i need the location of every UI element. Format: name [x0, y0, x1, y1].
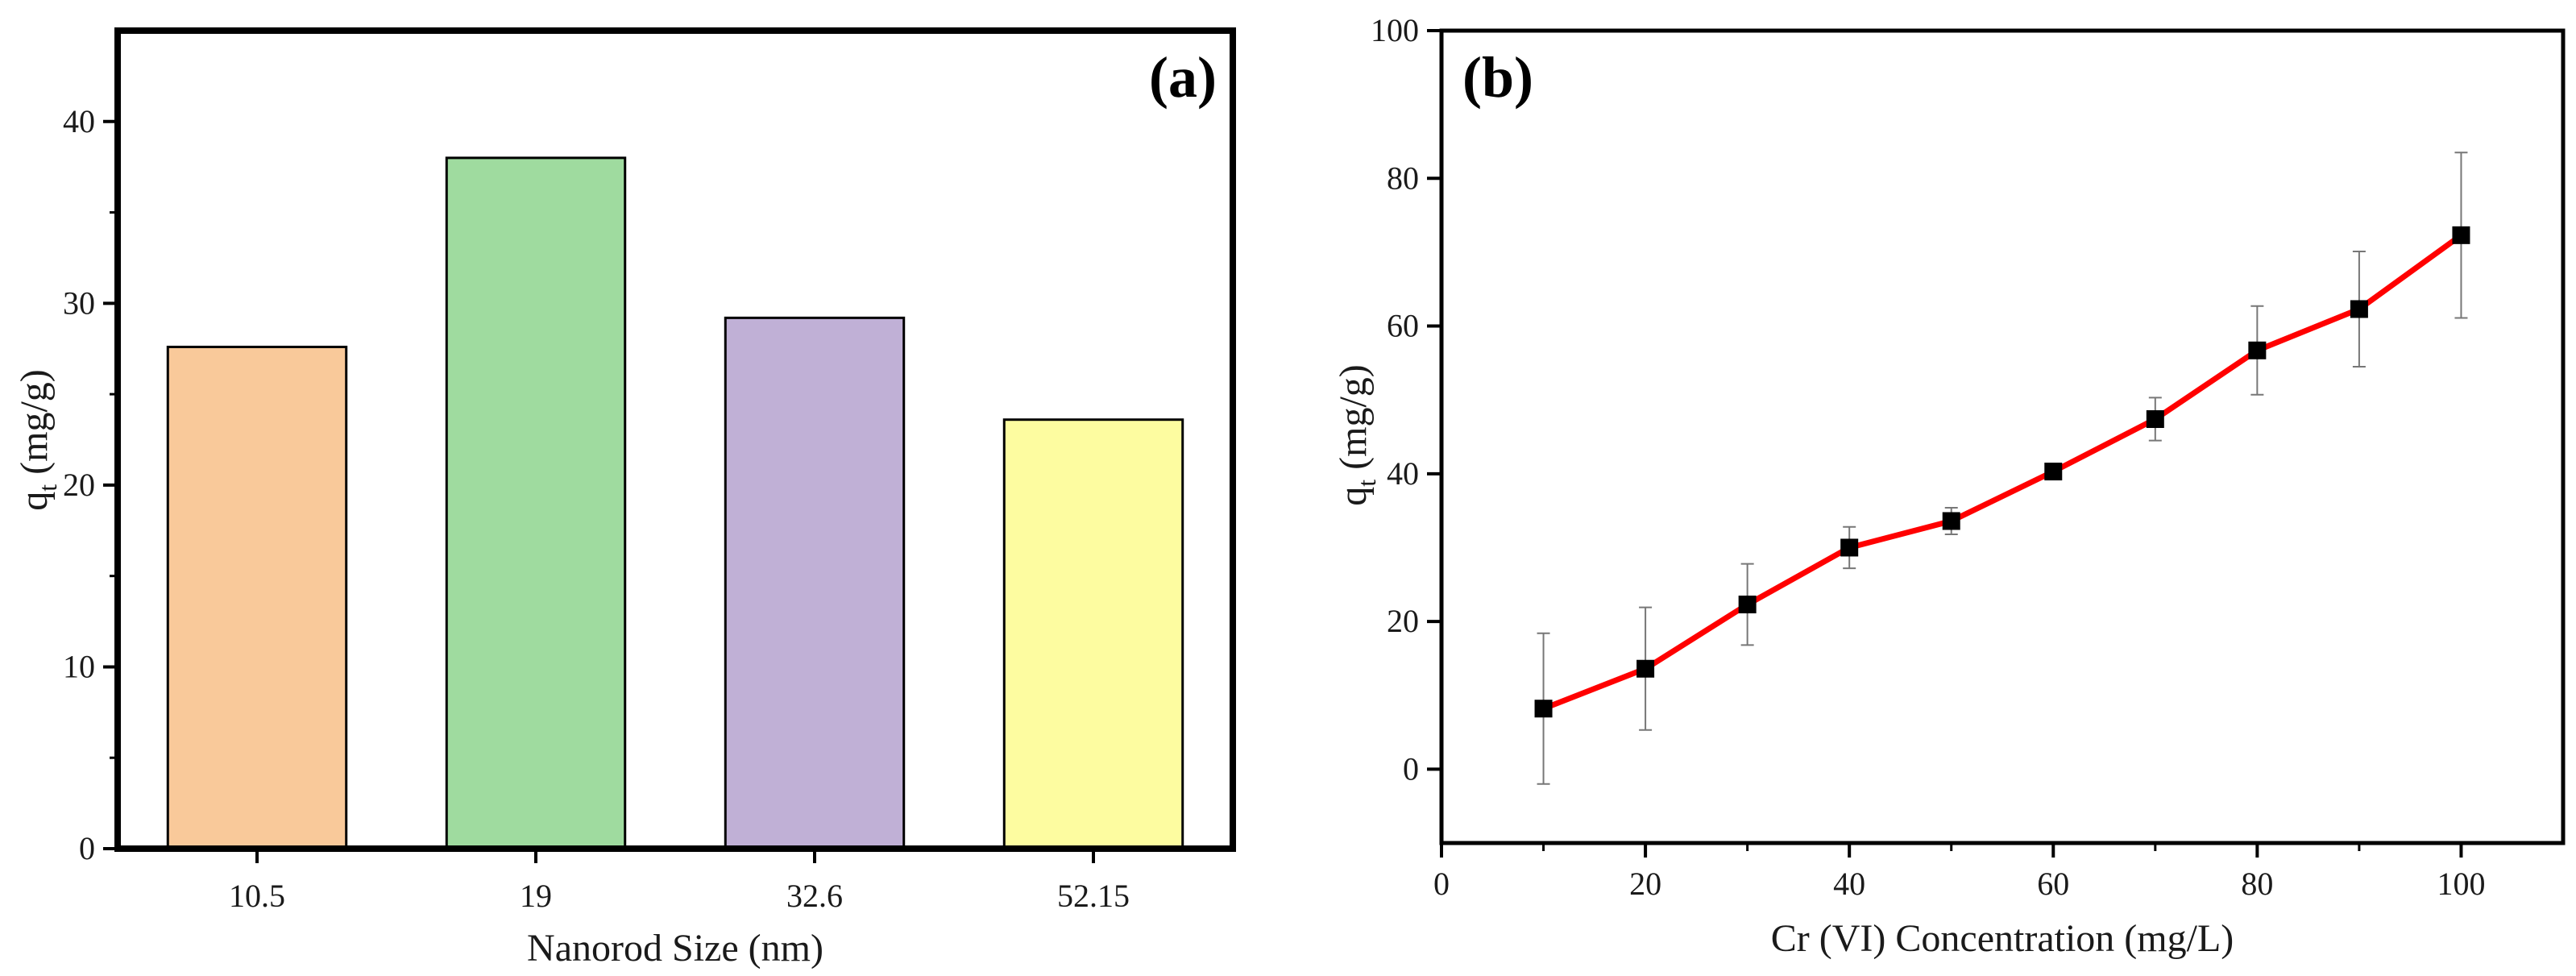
x-axis-ticks-b: 0 20 40 60 80 100 [1433, 843, 2485, 902]
x-tick-label-a: 10.5 [229, 878, 285, 914]
data-point [1840, 538, 1859, 557]
data-point [2452, 226, 2470, 244]
data-point [1534, 700, 1553, 718]
y-tick-label-a: 30 [63, 284, 95, 321]
data-point [2146, 410, 2164, 429]
panel-label-b: (b) [1462, 45, 1533, 110]
error-bars [1537, 152, 2468, 785]
bar-series [166, 156, 1184, 850]
y-axis-label-main-b: q [1332, 487, 1375, 506]
y-tick-label-b: 60 [1387, 308, 1419, 344]
y-axis-ticks-a: 0 10 20 30 40 [63, 103, 118, 866]
plot-frame-a [114, 27, 1236, 852]
x-tick-label-b: 40 [1833, 866, 1865, 902]
y-axis-label-sub-a: t [33, 484, 62, 492]
plot-frame-b [1439, 28, 2566, 845]
x-tick-label-b: 60 [2037, 866, 2069, 902]
x-axis-label-a: Nanorod Size (nm) [527, 927, 823, 970]
data-point [1636, 659, 1655, 678]
bar-19 [445, 156, 627, 850]
x-axis-label-b: Cr (VI) Concentration (mg/L) [1771, 917, 2234, 960]
bar-10.5 [166, 345, 348, 850]
series-line [1542, 232, 2463, 712]
bar-52.15 [1002, 418, 1184, 850]
bar-chart-panel-a: 0 10 20 30 40 10.5 19 32.6 52.15 (a) Nanorod Si… [13, 27, 1236, 970]
x-tick-label-a: 32.6 [786, 878, 843, 914]
y-tick-label-b: 20 [1387, 603, 1419, 639]
data-points [1534, 226, 2470, 718]
x-axis-ticks-a: 10.5 19 32.6 52.15 [229, 849, 1130, 914]
y-axis-label-main-a: q [13, 492, 56, 511]
data-point [1738, 596, 1757, 614]
x-tick-label-a: 52.15 [1057, 878, 1130, 914]
y-tick-label-a: 0 [79, 830, 95, 866]
data-point [2248, 341, 2267, 359]
data-point [2350, 300, 2368, 318]
y-tick-label-a: 20 [63, 467, 95, 503]
y-axis-label-unit-a: (mg/g) [13, 369, 56, 484]
data-point [2044, 463, 2063, 481]
y-axis-label-unit-b: (mg/g) [1332, 364, 1375, 480]
y-axis-label-a: qt (mg/g) [13, 369, 62, 511]
y-axis-ticks-b: 0 20 40 60 80 100 [1371, 12, 1441, 787]
y-tick-label-a: 10 [63, 648, 95, 684]
data-point [1942, 512, 1960, 530]
y-tick-label-b: 40 [1387, 455, 1419, 492]
y-axis-label-sub-b: t [1352, 480, 1381, 487]
y-tick-label-b: 100 [1371, 12, 1419, 48]
y-tick-label-b: 80 [1387, 160, 1419, 196]
x-tick-label-b: 0 [1433, 866, 1450, 902]
x-tick-label-b: 80 [2241, 866, 2273, 902]
panel-label-a: (a) [1149, 45, 1217, 110]
x-tick-label-b: 20 [1629, 866, 1661, 902]
line-chart-panel-b: 0 20 40 60 80 100 0 20 40 60 80 100 (b) Cr (VI) Co… [1332, 12, 2566, 960]
y-tick-label-a: 40 [63, 103, 95, 139]
x-tick-label-b: 100 [2437, 866, 2485, 902]
bar-32.6 [724, 316, 906, 850]
x-tick-label-a: 19 [520, 878, 552, 914]
y-axis-label-b: qt (mg/g) [1332, 364, 1381, 506]
y-tick-label-b: 0 [1403, 750, 1419, 787]
